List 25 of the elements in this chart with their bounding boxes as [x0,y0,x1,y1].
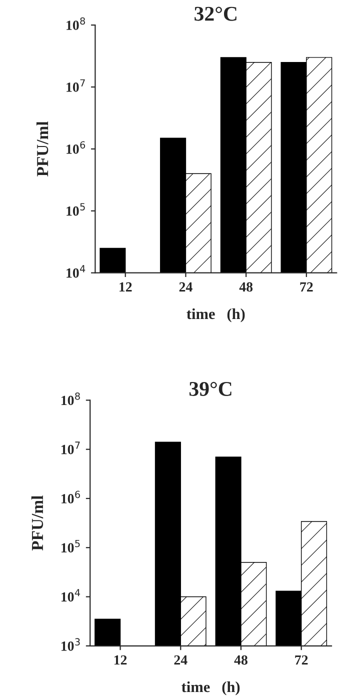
x-tick-label: 72 [295,655,308,665]
x-axis-title: time (h) [186,308,245,322]
x-tick-label: 48 [234,655,248,665]
x-tick-label: 12 [120,282,132,292]
y-tick-label: 10$^{7}$ [66,79,85,92]
x-tick-label: 12 [114,655,127,665]
y-axis-title: PFU/ml [31,496,44,551]
y-tick-label: 10$^{5}$ [66,203,85,216]
y-axis-title: PFU/ml [36,121,48,176]
chart-title: 39°C [189,382,232,396]
y-tick-label: 10$^{8}$ [66,17,86,30]
y-tick-label: 10$^{8}$ [61,392,80,406]
y-tick-label: 10$^{6}$ [61,490,80,504]
x-tick-label: 72 [300,282,313,292]
x-tick-label: 24 [174,655,188,665]
y-tick-label: 10$^{4}$ [66,265,86,278]
y-tick-label: 10$^{5}$ [61,540,80,552]
x-tick-label: 48 [239,282,253,292]
y-tick-label: 10$^{6}$ [66,141,86,154]
x-axis-title: time (h) [182,681,240,696]
x-tick-label: 24 [179,282,192,292]
y-tick-label: 10$^{4}$ [61,589,80,602]
y-tick-label: 10$^{7}$ [61,442,80,454]
chart-title: 32°C [194,6,236,21]
y-tick-label: 10$^{3}$ [61,638,80,651]
